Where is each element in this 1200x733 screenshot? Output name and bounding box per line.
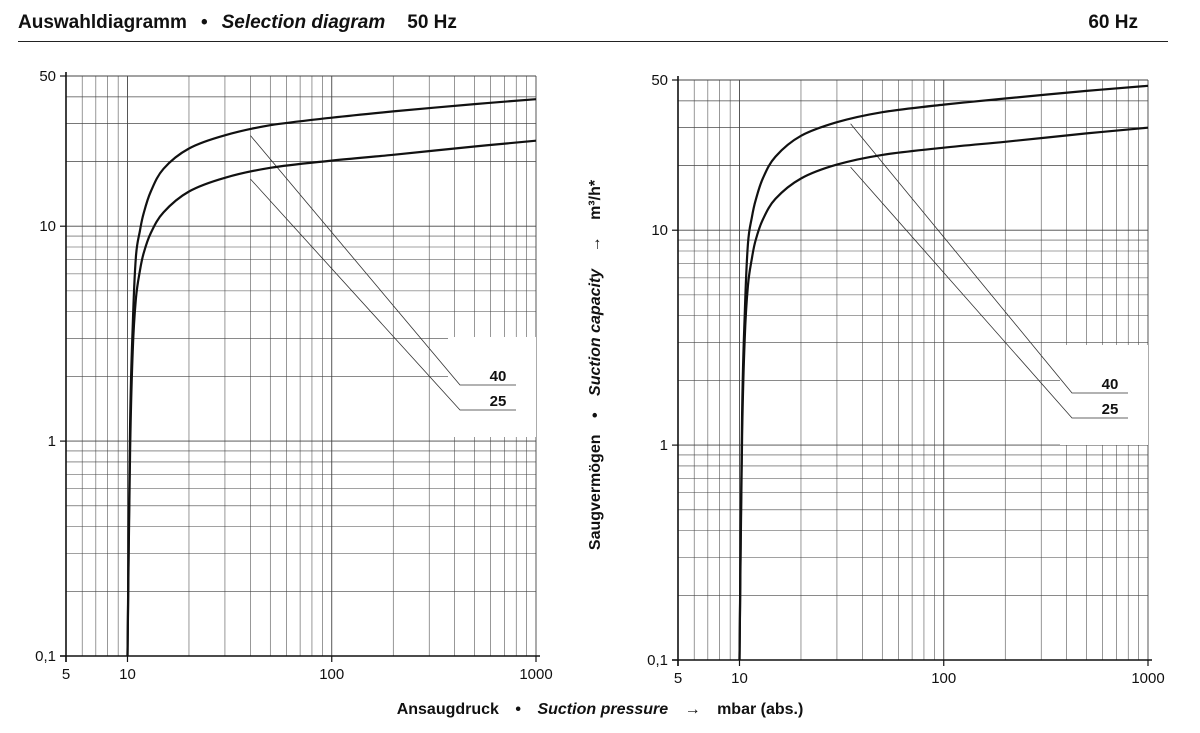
legend-box (1060, 345, 1148, 445)
x-tick-label: 100 (931, 670, 956, 687)
x-tick-label: 5 (62, 666, 70, 683)
frequency-label-50hz: 50 Hz (407, 12, 457, 33)
series-line-25 (126, 139, 537, 657)
x-tick-label: 1000 (519, 666, 552, 683)
title-english: Selection diagram (221, 12, 386, 33)
x-axis-title-english: Suction pressure (537, 701, 668, 718)
y-tick-label: 10 (39, 218, 56, 235)
y-axis-title-german: Saugvermögen (587, 434, 604, 550)
header-rule (18, 41, 1168, 42)
grid (66, 75, 537, 656)
chart-panel-60hz: 5 10 100 1000 0,1 1 10 50 40 25 (647, 72, 1165, 687)
y-tick-label: 0,1 (647, 652, 668, 669)
series-label-25: 25 (490, 393, 507, 410)
title-bullet: • (200, 12, 208, 33)
series-leader-40 (850, 123, 1128, 394)
y-axis-title-bullet: • (587, 412, 604, 418)
title-german: Auswahldiagramm (18, 12, 187, 33)
y-axis-title-unit: m³/h* (587, 179, 604, 220)
chart-panel-50hz: 5 10 100 1000 0,1 1 10 50 40 25 (35, 68, 553, 683)
x-tick-label: 10 (731, 670, 748, 687)
y-axis-title-english: Suction capacity (587, 268, 604, 396)
y-tick-label: 0,1 (35, 648, 56, 665)
legend-box (448, 337, 536, 437)
x-axis-title: Ansaugdruck • Suction pressure → mbar (a… (397, 701, 804, 718)
y-tick-label: 50 (651, 72, 668, 89)
frequency-label-60hz: 60 Hz (1088, 12, 1138, 33)
series-label-40: 40 (1102, 376, 1119, 393)
y-tick-label: 10 (651, 222, 668, 239)
x-tick-label: 10 (119, 666, 136, 683)
y-tick-label: 1 (48, 433, 56, 450)
series-leader-40 (250, 135, 516, 386)
x-axis-title-arrow: → (685, 701, 701, 718)
chart-header: Auswahldiagramm • Selection diagram 50 Hz 6… (18, 12, 1138, 42)
y-tick-label: 1 (660, 437, 668, 454)
series-line-25 (738, 126, 1149, 661)
x-tick-label: 1000 (1131, 670, 1164, 687)
series-label-40: 40 (490, 368, 507, 385)
y-tick-label: 50 (39, 68, 56, 85)
y-axis-title-arrow: → (587, 236, 604, 252)
series-leader-25 (850, 166, 1128, 419)
y-axis-title: Saugvermögen • Suction capacity → m³/h* (587, 179, 604, 550)
x-axis-title-unit: mbar (abs.) (717, 701, 803, 718)
x-axis-title-bullet: • (515, 701, 521, 718)
series-label-25: 25 (1102, 401, 1119, 418)
series-leader-25 (250, 178, 516, 411)
x-tick-label: 5 (674, 670, 682, 687)
x-axis-title-german: Ansaugdruck (397, 701, 499, 718)
x-tick-label: 100 (319, 666, 344, 683)
